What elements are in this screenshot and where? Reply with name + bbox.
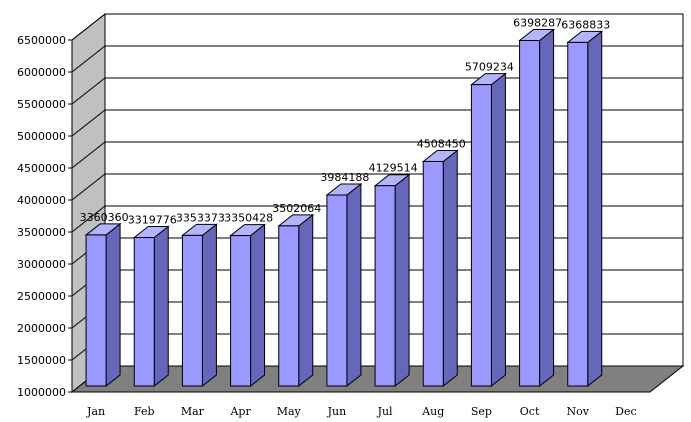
y-tick-label: 2000000 — [17, 322, 66, 335]
y-tick-label: 4000000 — [17, 194, 66, 207]
x-tick-label: Aug — [421, 405, 444, 418]
y-tick-label: 5500000 — [17, 98, 66, 111]
y-tick-label: 6500000 — [17, 34, 66, 47]
data-label: 3350428 — [224, 212, 273, 225]
gridline-side — [71, 141, 106, 169]
data-label: 4129514 — [369, 162, 418, 175]
y-tick-label: 6000000 — [17, 66, 66, 79]
y-tick-label: 1000000 — [17, 386, 66, 399]
x-tick-label: May — [277, 405, 302, 418]
bar-side — [539, 28, 555, 388]
data-label: 4508450 — [417, 137, 466, 150]
y-tick-label: 3000000 — [17, 258, 66, 271]
bar — [422, 160, 444, 387]
data-label: 3984188 — [320, 171, 369, 184]
y-tick-label: 4500000 — [17, 162, 66, 175]
gridline-side — [71, 77, 106, 105]
bars — [84, 28, 604, 388]
bar — [470, 84, 492, 387]
y-tick-label: 1500000 — [17, 354, 66, 367]
x-tick-label: Sep — [471, 405, 492, 418]
data-label: 6368833 — [561, 18, 610, 31]
bar — [326, 194, 348, 387]
bar — [85, 234, 107, 387]
bar — [181, 234, 203, 387]
x-tick-label: Mar — [181, 405, 205, 418]
bar — [374, 185, 396, 387]
x-tick-label: Nov — [567, 405, 590, 418]
y-tick-label: 5000000 — [17, 130, 66, 143]
data-label: 5709234 — [465, 61, 514, 74]
y-tick-label: 2500000 — [17, 290, 66, 303]
bar-side — [298, 213, 314, 388]
bar — [278, 225, 300, 387]
gridline-side — [71, 173, 106, 201]
bar-side — [153, 225, 169, 388]
x-tick-label: Oct — [520, 405, 540, 418]
data-label: 3319776 — [128, 214, 177, 227]
bar-side — [587, 30, 603, 388]
x-tick-label: Dec — [615, 405, 637, 418]
data-label: 3360360 — [80, 211, 129, 224]
gridline-side — [71, 45, 106, 73]
bar — [133, 237, 155, 387]
x-tick-label: Jun — [327, 405, 347, 418]
y-tick-label: 3500000 — [17, 226, 66, 239]
bar — [230, 235, 252, 387]
x-tick-label: Apr — [229, 405, 251, 418]
bar-side — [201, 223, 217, 388]
bar-side — [346, 182, 362, 388]
gridline-side — [71, 205, 106, 233]
bar — [567, 41, 589, 387]
x-axis: Jan Feb Mar Apr May Jun Jul Aug Sep Oct Nov Dec — [72, 391, 650, 418]
x-tick-label: Feb — [134, 405, 155, 418]
gridline-side — [71, 109, 106, 137]
data-label: 6398287 — [513, 17, 562, 30]
bar-side — [442, 149, 458, 388]
bar-side — [105, 222, 121, 388]
x-tick-label: Jan — [86, 405, 105, 418]
bar-side — [394, 173, 410, 388]
data-label: 3353373 — [176, 211, 225, 224]
x-tick-label: Jul — [377, 405, 393, 418]
bar — [519, 40, 541, 387]
bar-side — [250, 223, 266, 388]
data-label: 3502064 — [272, 202, 321, 215]
y-axis: 1000000 1500000 2000000 2500000 3000000 35000… — [17, 34, 73, 399]
bar-side — [490, 72, 506, 388]
gridline-side — [71, 13, 106, 41]
